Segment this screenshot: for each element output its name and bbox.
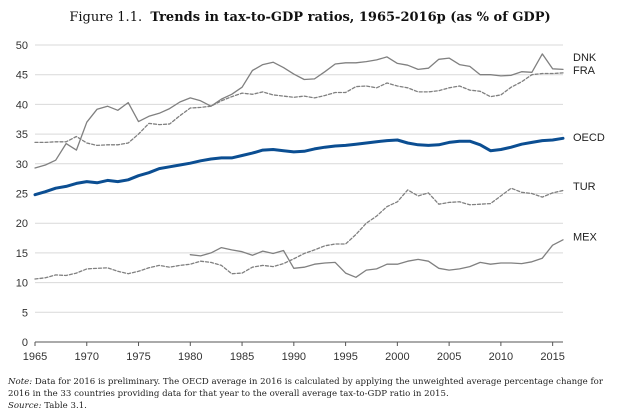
x-tick-label: 2010 <box>489 351 513 363</box>
note-text: Data for 2016 is preliminary. The OECD a… <box>8 377 603 399</box>
x-tick-label: 1975 <box>126 351 150 363</box>
source: Source: Table 3.1. <box>8 400 614 412</box>
series-line-fra <box>34 72 564 147</box>
x-tick-label: 1965 <box>23 351 47 363</box>
figure-label: Figure 1.1. <box>69 10 143 25</box>
source-text: Table 3.1. <box>44 401 87 411</box>
series-line-tur <box>34 187 564 280</box>
x-tick-label: 1985 <box>230 351 254 363</box>
y-tick-label: 0 <box>22 337 28 349</box>
series-label-tur: TUR <box>573 181 596 193</box>
series-label-mex: MEX <box>573 231 598 243</box>
y-tick-label: 20 <box>16 218 28 230</box>
y-tick-label: 50 <box>16 40 28 52</box>
axes: 0 5 10 15 20 25 30 35 40 45 50 1965 1970 1975 1980 1985… <box>16 40 565 363</box>
x-tick-label: 1970 <box>75 351 99 363</box>
y-tick-label: 35 <box>16 129 28 141</box>
series-line-oecd <box>33 136 565 197</box>
y-tick-label: 25 <box>16 189 28 201</box>
y-tick-label: 30 <box>16 159 28 171</box>
series-label-dnk: DNK <box>573 52 597 64</box>
chart-title: Figure 1.1. Trends in tax-to-GDP ratios,… <box>0 10 620 25</box>
source-label: Source: <box>8 401 42 411</box>
series-lines <box>33 53 565 280</box>
line-chart: 0 5 10 15 20 25 30 35 40 45 50 1965 1970 1975 1980 1985… <box>16 40 605 363</box>
note-label: Note: <box>8 377 33 387</box>
x-tick-label: 1995 <box>333 351 357 363</box>
series-label-oecd: OECD <box>573 132 605 144</box>
y-tick-label: 45 <box>16 70 28 82</box>
y-tick-label: 5 <box>22 307 28 319</box>
x-tick-label: 2015 <box>540 351 564 363</box>
x-tick-label: 2000 <box>385 351 409 363</box>
series-line-mex <box>189 239 564 278</box>
chart-footer: Note: Data for 2016 is preliminary. The … <box>8 376 614 412</box>
figure-title-text: Trends in tax-to-GDP ratios, 1965-2016p … <box>150 10 551 25</box>
series-label-fra: FRA <box>573 65 596 77</box>
x-tick-label: 1980 <box>178 351 202 363</box>
note: Note: Data for 2016 is preliminary. The … <box>8 376 614 400</box>
y-tick-label: 15 <box>16 248 28 260</box>
x-tick-label: 2005 <box>437 351 461 363</box>
y-tick-label: 10 <box>16 278 28 290</box>
y-tick-label: 40 <box>16 99 28 111</box>
series-line-dnk <box>34 53 564 169</box>
x-tick-label: 1990 <box>282 351 306 363</box>
gridlines <box>35 44 563 313</box>
